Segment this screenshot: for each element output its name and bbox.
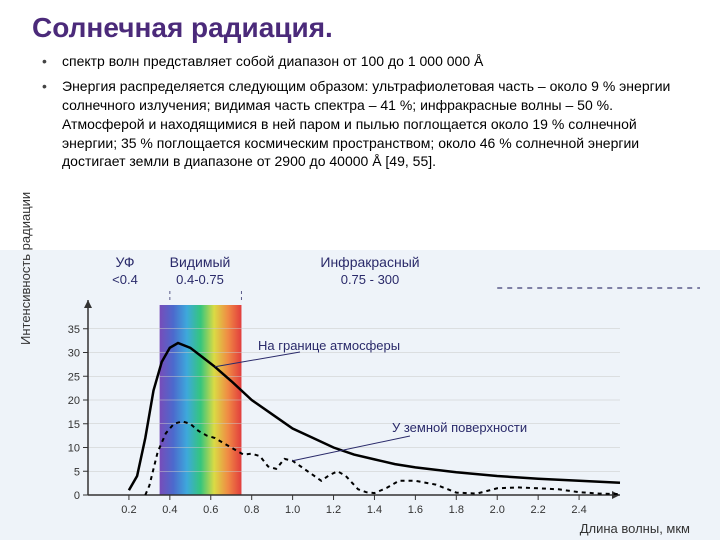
x-axis-label: Длина волны, мкм (580, 521, 690, 536)
svg-text:1.6: 1.6 (408, 504, 423, 516)
y-axis-label: Интенсивность радиации (18, 192, 33, 345)
svg-text:0.6: 0.6 (203, 504, 218, 516)
svg-text:10: 10 (68, 443, 80, 455)
svg-text:0.8: 0.8 (244, 504, 259, 516)
bullet-item: спектр волн представляет собой диапазон … (48, 52, 692, 71)
svg-text:20: 20 (68, 395, 80, 407)
svg-text:0.2: 0.2 (121, 504, 136, 516)
region-uv-label: УФ (100, 254, 150, 270)
svg-text:1.4: 1.4 (367, 504, 382, 516)
svg-text:35: 35 (68, 324, 80, 336)
region-visible-sub: 0.4-0.75 (155, 272, 245, 287)
svg-text:25: 25 (68, 371, 80, 383)
region-visible-label: Видимый (155, 254, 245, 270)
bullet-item: Энергия распределяется следующим образом… (48, 77, 692, 171)
region-ir-label: Инфракрасный (290, 254, 450, 270)
curve-top-label: На границе атмосферы (258, 338, 400, 353)
svg-text:0.4: 0.4 (162, 504, 177, 516)
page-title: Солнечная радиация. (0, 0, 720, 52)
svg-text:2.0: 2.0 (490, 504, 505, 516)
curve-surface-label: У земной поверхности (392, 420, 527, 435)
svg-text:15: 15 (68, 419, 80, 431)
chart-svg: 0.2 0.4 0.6 0.8 1.0 1.2 1.4 1.6 1.8 2.0 2.2 2.4 0 5 10… (0, 250, 720, 540)
svg-text:2.4: 2.4 (571, 504, 586, 516)
svg-text:1.2: 1.2 (326, 504, 341, 516)
bullet-list: спектр волн представляет собой диапазон … (0, 52, 720, 171)
svg-text:5: 5 (74, 466, 80, 478)
svg-text:0: 0 (74, 490, 80, 502)
svg-text:2.2: 2.2 (531, 504, 546, 516)
svg-text:30: 30 (68, 348, 80, 360)
svg-text:1.8: 1.8 (449, 504, 464, 516)
region-ir-sub: 0.75 - 300 (290, 272, 450, 287)
svg-text:1.0: 1.0 (285, 504, 300, 516)
spectrum-chart: 0.2 0.4 0.6 0.8 1.0 1.2 1.4 1.6 1.8 2.0 2.2 2.4 0 5 10… (0, 250, 720, 540)
region-uv-sub: <0.4 (100, 272, 150, 287)
